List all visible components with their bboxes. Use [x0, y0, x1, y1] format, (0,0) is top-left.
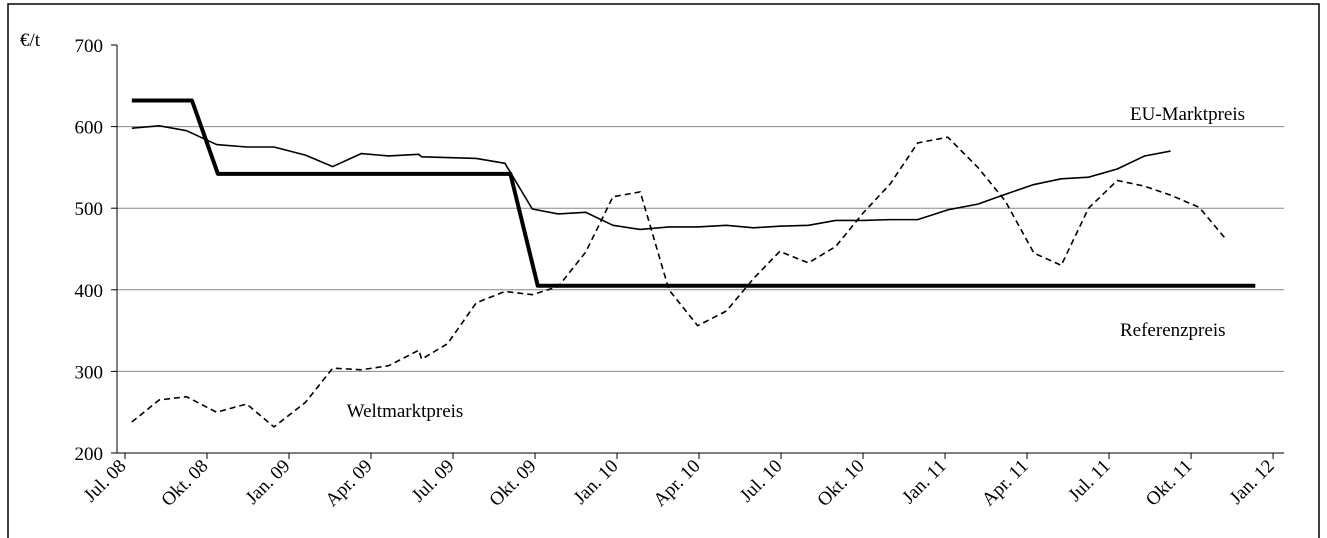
- series-label: EU-Marktpreis: [1130, 104, 1245, 125]
- x-tick-label: Jul. 11: [1064, 456, 1114, 506]
- x-tick-label: Jan. 10: [570, 456, 623, 509]
- x-tick-label: Jul. 10: [736, 456, 787, 507]
- x-tick-label: Okt. 08: [157, 456, 212, 511]
- y-tick-label: 700: [75, 36, 104, 57]
- series-line: [131, 98, 1256, 288]
- series-label: Referenzpreis: [1120, 320, 1226, 341]
- x-tick-label: Apr. 09: [321, 456, 376, 511]
- y-tick-label: 400: [75, 281, 104, 302]
- y-tick-label: 200: [75, 444, 104, 465]
- frame: [7, 3, 1320, 538]
- y-axis-label: €/t: [20, 30, 41, 51]
- series-line: [131, 136, 1226, 428]
- x-tick-label: Okt. 09: [485, 456, 540, 511]
- series-label: Weltmarktpreis: [347, 401, 464, 422]
- y-tick-label: 300: [75, 362, 104, 383]
- x-tick-label: Jan. 11: [898, 456, 950, 508]
- x-tick-label: Okt. 11: [1142, 456, 1197, 511]
- x-tick-label: Jan. 09: [242, 456, 295, 509]
- x-tick-label: Apr. 10: [649, 456, 704, 511]
- x-tick-label: Jan. 12: [1226, 456, 1279, 509]
- x-tick-label: Okt. 10: [813, 456, 868, 511]
- y-tick-label: 500: [75, 199, 104, 220]
- y-tick-label: 600: [75, 118, 104, 139]
- x-tick-label: Jul. 09: [408, 456, 459, 507]
- x-tick-label: Apr. 11: [978, 456, 1033, 511]
- series-line: [131, 124, 1171, 231]
